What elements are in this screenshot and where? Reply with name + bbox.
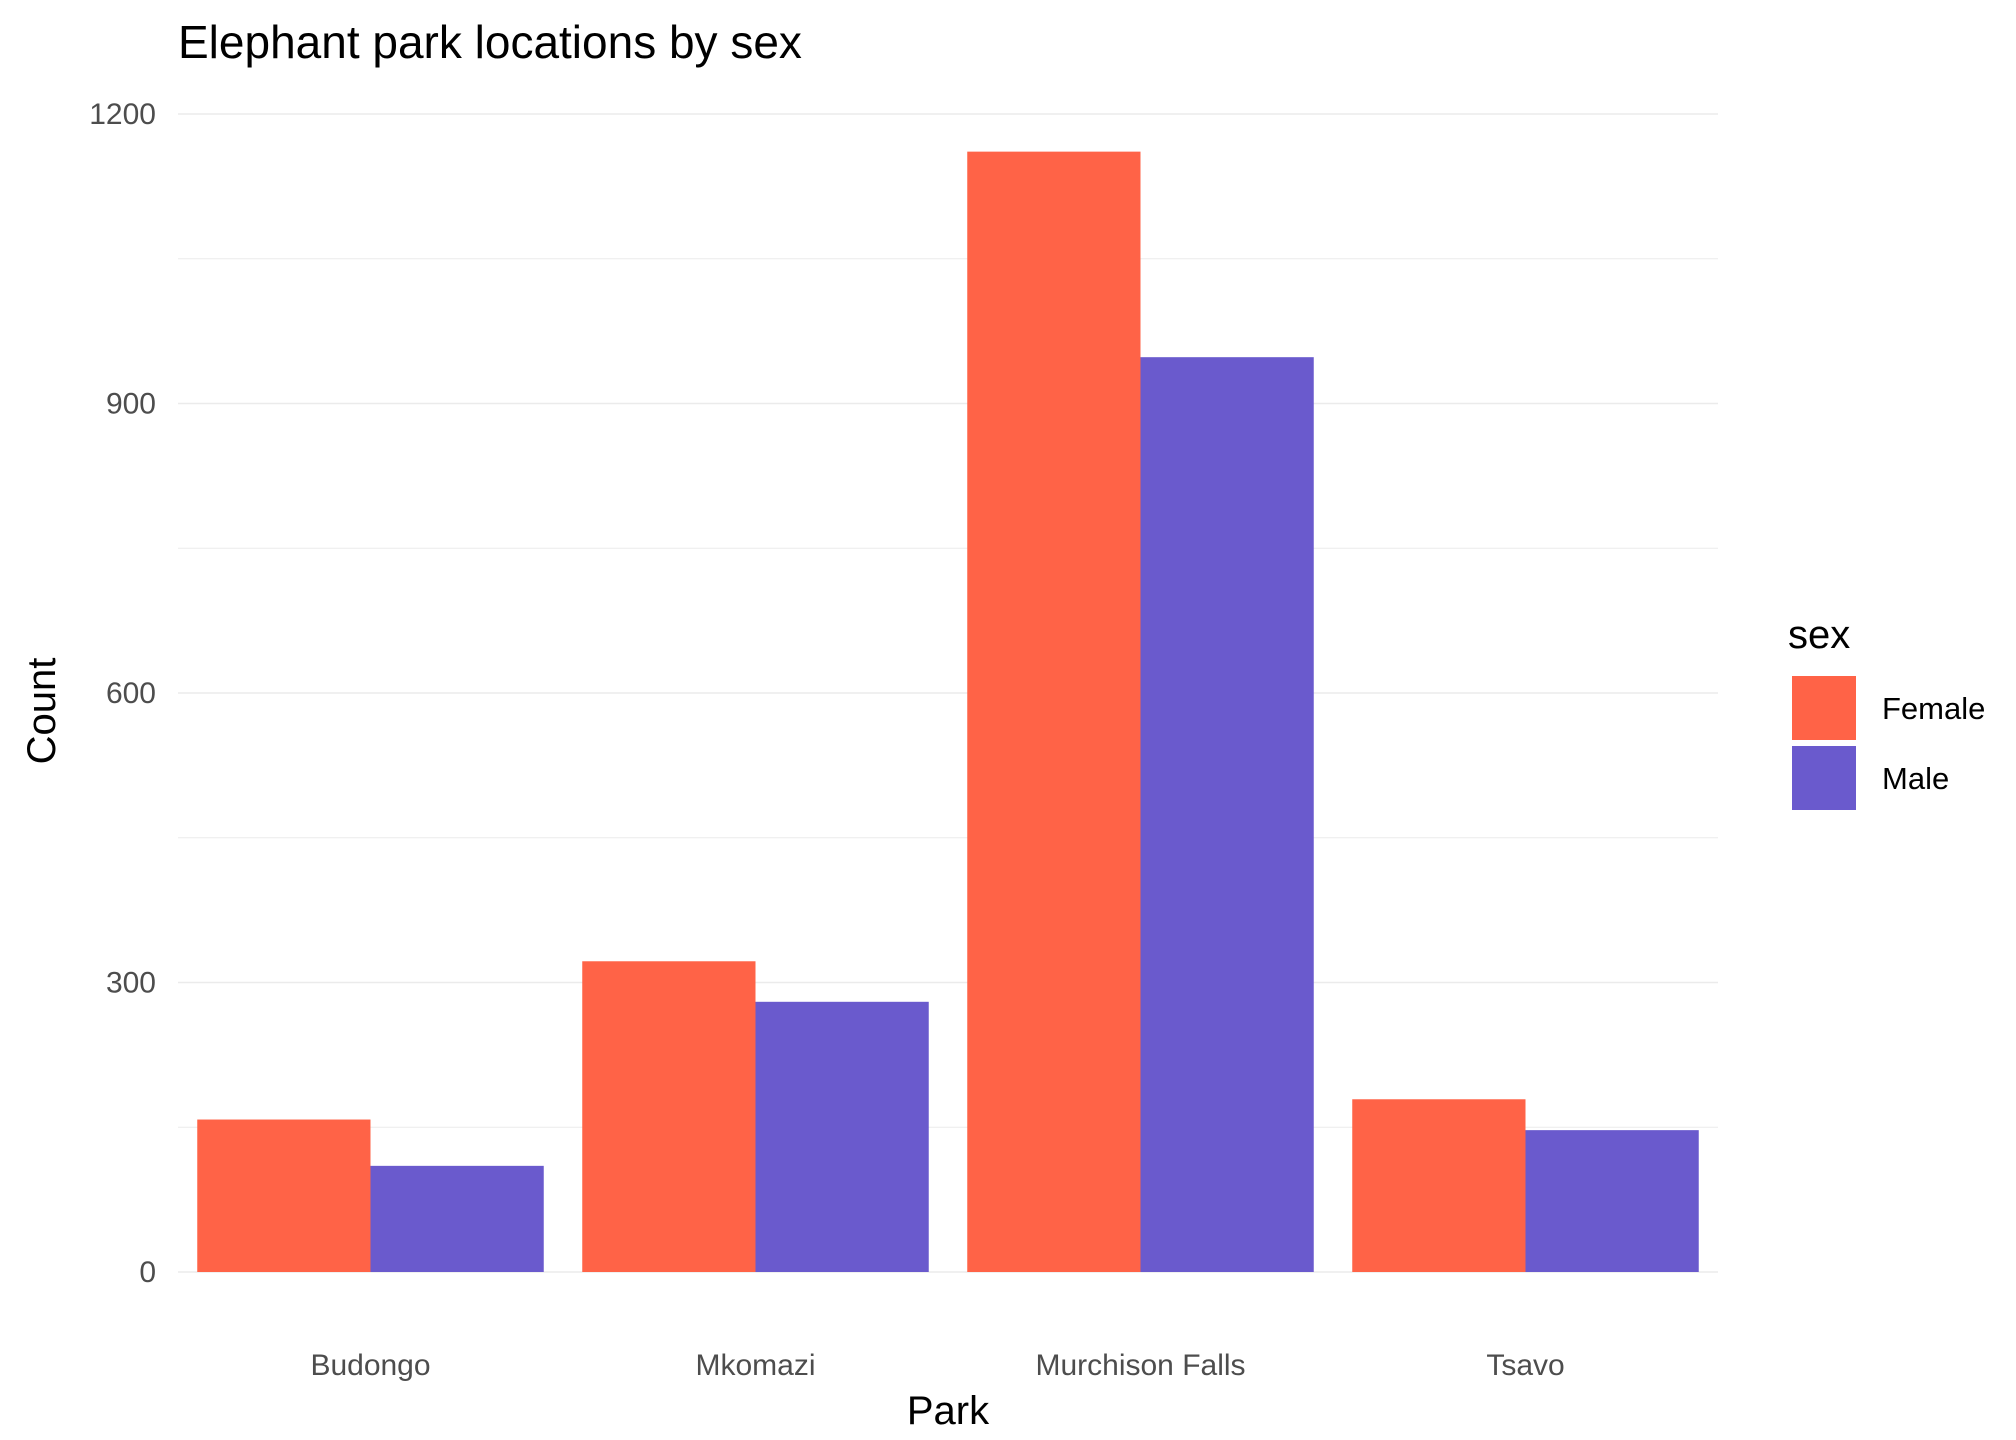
bar-male-mkomazi [755,1001,929,1272]
bar-female-budongo [197,1119,371,1272]
y-tick-label: 600 [106,677,156,710]
bar-male-budongo [370,1165,544,1272]
bar-female-tsavo [1352,1099,1526,1272]
y-tick-label: 900 [106,388,156,421]
legend: sex Female Male [1788,613,1985,810]
bar-female-mkomazi [582,961,756,1272]
legend-key-female [1792,676,1856,740]
x-tick-label: Budongo [310,1349,430,1382]
legend-title: sex [1788,613,1850,657]
y-axis-title: Count [20,658,64,765]
legend-label-male: Male [1882,761,1949,796]
x-tick-label: Mkomazi [695,1349,815,1382]
bars [197,151,1699,1272]
y-tick-label: 1200 [89,98,156,131]
y-tick-label: 0 [139,1256,156,1289]
chart-title: Elephant park locations by sex [178,16,802,68]
y-tick-label: 300 [106,967,156,1000]
grid [178,113,1718,1273]
bar-male-murchison-falls [1140,357,1314,1272]
y-axis-ticks: 0 300 600 900 1200 [89,98,156,1289]
x-tick-label: Murchison Falls [1035,1349,1245,1382]
bar-female-murchison-falls [967,151,1141,1272]
bar-male-tsavo [1525,1130,1699,1272]
legend-label-female: Female [1882,691,1985,726]
x-axis-title: Park [907,1389,990,1433]
x-axis-ticks: Budongo Mkomazi Murchison Falls Tsavo [310,1349,1564,1382]
x-tick-label: Tsavo [1486,1349,1564,1382]
legend-key-male [1792,746,1856,810]
